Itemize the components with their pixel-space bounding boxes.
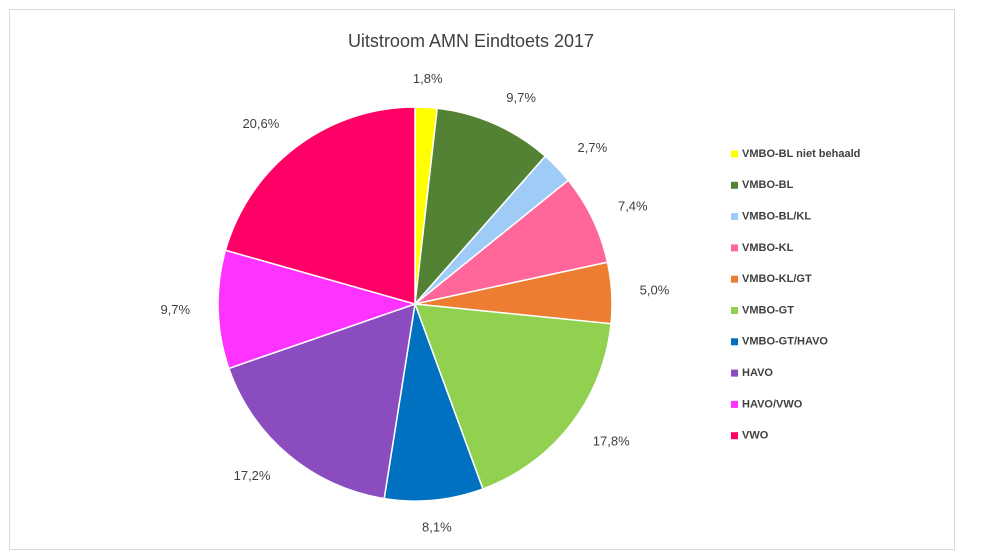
data-label: 9,7% xyxy=(160,302,190,317)
pie-slice xyxy=(217,249,418,370)
legend-label: VMBO-BL xyxy=(742,179,794,191)
pie-slice xyxy=(224,106,416,305)
legend-label: VMBO-KL/GT xyxy=(742,273,812,285)
legend-swatch xyxy=(731,400,738,408)
legend-swatch xyxy=(731,307,738,314)
legend-label: VMBO-GT xyxy=(742,304,794,316)
legend-swatch xyxy=(731,244,738,252)
legend-swatch xyxy=(731,213,738,221)
data-label: 5,0% xyxy=(640,283,670,298)
data-label: 1,8% xyxy=(413,71,443,86)
pie-slice xyxy=(413,107,547,307)
data-label: 2,7% xyxy=(578,140,608,155)
pie-slice xyxy=(383,301,484,502)
legend-swatch xyxy=(731,150,738,158)
pie-slice xyxy=(413,303,612,490)
data-label: 7,4% xyxy=(618,198,648,213)
legend-label: VMBO-KL xyxy=(742,242,794,254)
legend-swatch xyxy=(731,369,738,377)
legend-label: VMBO-BL/KL xyxy=(742,211,811,223)
chart-title: Uitstroom AMN Eindtoets 2017 xyxy=(348,31,594,51)
legend-label: HAVO/VWO xyxy=(742,398,803,410)
legend-swatch xyxy=(731,432,738,440)
legend-label: VWO xyxy=(742,430,769,442)
data-label: 20,6% xyxy=(242,116,279,131)
data-label: 17,2% xyxy=(234,468,271,483)
legend-swatch xyxy=(731,275,738,283)
data-label: 8,1% xyxy=(422,519,452,534)
legend-swatch xyxy=(731,338,738,346)
legend-swatch xyxy=(731,181,738,189)
data-label: 9,7% xyxy=(506,90,536,105)
data-label: 17,8% xyxy=(593,433,630,448)
legend-label: VMBO-GT/HAVO xyxy=(742,336,828,348)
legend-label: HAVO xyxy=(742,367,773,379)
legend-label: VMBO-BL niet behaald xyxy=(742,148,860,160)
